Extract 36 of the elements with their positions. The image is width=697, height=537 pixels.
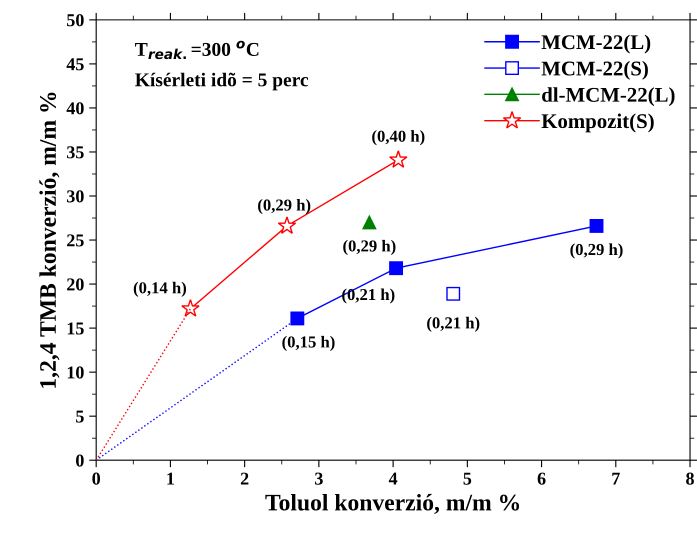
legend-label: MCM-22(S) [542,60,648,80]
annotation: (0,29 h) [570,243,623,259]
x-tick-label: 2 [240,472,248,485]
x-tick-label: 7 [612,472,620,485]
legend-label: dl-MCM-22(L) [542,87,675,106]
y-tick-label: 20 [67,278,84,291]
x-tick-label: 5 [464,472,472,485]
legend-label: Kompozit(S) [542,114,654,132]
x-tick-label: 3 [315,472,323,485]
y-tick-label: 45 [66,58,84,70]
x-tick-label: 1 [167,472,174,485]
y-tick-label: 35 [67,146,84,158]
y-tick-label: 50 [67,14,84,26]
x-tick-label: 0 [92,472,100,485]
annotation: (0,29 h) [258,198,310,214]
y-tick-label: 40 [66,102,84,114]
x-tick-label: 6 [538,472,546,485]
annotation: (0,14 h) [134,282,186,297]
annotation: (0,40 h) [372,130,424,146]
x-tick-label: 4 [388,472,398,485]
y-tick-label: 30 [67,190,84,202]
y-tick-label: 25 [67,234,84,246]
annotation: (0,15 h) [282,336,335,351]
y-tick-label: 10 [68,366,84,379]
x-tick-label: 8 [686,472,694,485]
annotation: (0,21 h) [427,316,480,332]
annotation: Kísérleti idõ = 5 perc [135,72,308,90]
y-tick-label: 5 [76,410,84,423]
annotation: (0,21 h) [342,288,394,304]
annotation: (0,29 h) [343,240,396,255]
y-axis-title: 1,2,4 TMB konverzió, m/m % [39,92,60,388]
y-tick-label: 15 [68,322,84,335]
legend-label: MCM-22(L) [542,34,650,54]
annotation: T$_{reak.}$=300 $^{o}$C [135,40,258,60]
y-tick-label: 0 [76,454,84,467]
x-axis-title: Toluol konverzió, m/m % [265,494,520,514]
